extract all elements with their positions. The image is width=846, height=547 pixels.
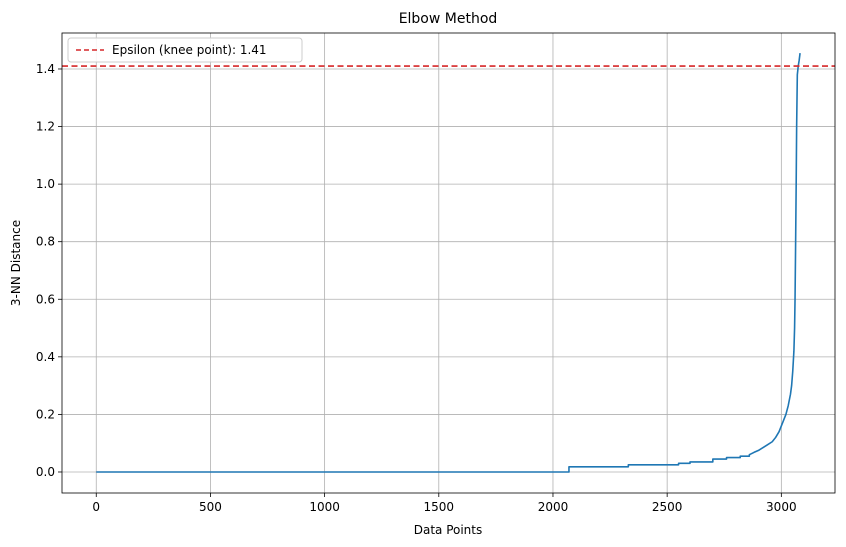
x-tick-label: 2500 (652, 500, 683, 514)
legend: Epsilon (knee point): 1.41 (67, 37, 303, 63)
y-tick-label: 1.4 (36, 62, 55, 76)
axes-frame (61, 32, 836, 494)
x-axis-label: Data Points (414, 523, 483, 537)
series-line (96, 53, 801, 473)
y-tick-label: 0.0 (36, 465, 55, 479)
y-axis-ticks: 0.0 0.2 0.4 0.6 0.8 1.0 1.2 1.4 (36, 62, 62, 479)
legend-label-epsilon: Epsilon (knee point): 1.41 (112, 43, 267, 57)
x-tick-label: 500 (199, 500, 222, 514)
x-tick-label: 2000 (538, 500, 569, 514)
x-axis-ticks: 0 500 1000 1500 2000 2500 3000 (92, 493, 797, 514)
x-tick-label: 1500 (424, 500, 455, 514)
chart-title: Elbow Method (399, 11, 498, 27)
y-tick-label: 1.0 (36, 177, 55, 191)
legend-box (67, 37, 303, 63)
x-tick-label: 0 (92, 500, 100, 514)
y-axis-label: 3-NN Distance (9, 220, 23, 306)
x-tick-label: 1000 (309, 500, 340, 514)
y-tick-label: 0.6 (36, 292, 55, 306)
y-tick-label: 0.4 (36, 350, 55, 364)
y-tick-label: 0.8 (36, 235, 55, 249)
y-tick-label: 0.2 (36, 407, 55, 421)
x-tick-label: 3000 (766, 500, 797, 514)
plot-area (62, 33, 835, 493)
y-tick-label: 1.2 (36, 120, 55, 134)
data-series (96, 53, 801, 473)
